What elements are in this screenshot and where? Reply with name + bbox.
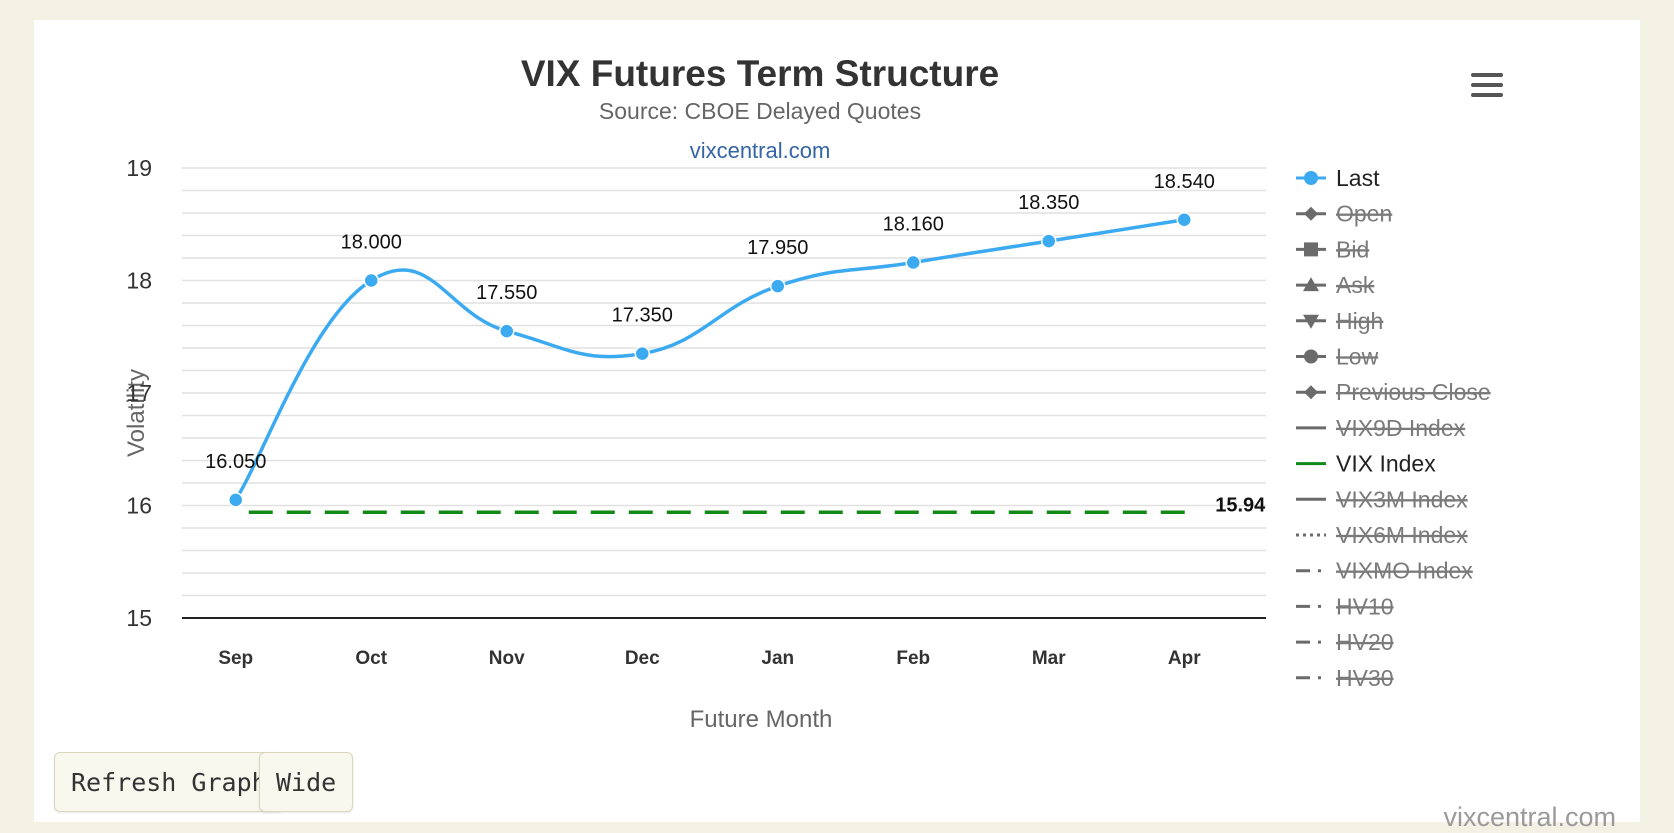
data-point-last[interactable] [1176,212,1192,228]
legend-item[interactable]: Previous Close [1296,379,1491,405]
data-label-last: 18.000 [341,232,402,254]
legend-item[interactable]: Open [1296,201,1392,227]
legend-item[interactable]: HV20 [1296,629,1394,655]
refresh-graph-button[interactable]: Refresh Graph [54,752,284,812]
legend-label: Low [1336,344,1379,370]
chart-title: VIX Futures Term Structure [521,53,999,94]
wide-button[interactable]: Wide [259,752,354,812]
chart-subtitle: Source: CBOE Delayed Quotes [599,98,921,124]
legend-item[interactable]: VIXMO Index [1296,558,1473,584]
legend-item[interactable]: VIX3M Index [1296,486,1468,512]
legend-label: Open [1336,201,1392,227]
data-label-last: 16.050 [205,451,266,473]
data-point-last[interactable] [499,323,515,339]
data-label-last: 17.950 [747,237,808,259]
legend-label: VIX9D Index [1336,415,1466,441]
data-label-last: 18.160 [883,214,944,236]
legend-label: VIX6M Index [1336,522,1468,548]
y-tick-label: 15 [126,605,152,631]
legend-label: VIX Index [1336,451,1436,477]
data-label-vix-index: 15.94 [1215,494,1266,516]
legend-item[interactable]: High [1296,308,1383,334]
legend-marker [1303,314,1319,329]
series-line-last [234,218,1185,501]
data-point-last[interactable] [363,272,379,289]
legend-marker [1303,277,1319,292]
data-point-last[interactable] [1041,233,1057,249]
y-tick-label: 18 [126,268,152,294]
legend-item[interactable]: VIX Index [1296,451,1436,477]
legend-item[interactable]: VIX6M Index [1296,522,1468,548]
data-label-last: 18.350 [1018,192,1079,214]
data-label-last: 17.550 [476,282,537,304]
x-tick-label: Nov [489,648,525,669]
x-tick-label: Mar [1032,648,1066,669]
x-tick-label: Feb [896,648,930,669]
x-tick-label: Apr [1168,648,1201,669]
data-point-last[interactable] [770,278,786,294]
legend-label: Ask [1336,272,1375,298]
legend-label: HV20 [1336,629,1394,655]
data-label-last: 18.540 [1154,171,1215,193]
legend-marker [1304,171,1318,185]
x-tick-label: Dec [625,648,660,669]
credit-link[interactable]: vixcentral.com [690,138,831,163]
x-tick-label: Oct [355,648,387,669]
x-axis-label: Future Month [690,706,833,733]
data-label-last: 17.350 [612,305,673,327]
legend-label: Previous Close [1336,379,1491,405]
legend-label: Bid [1336,236,1369,262]
chart: VIX Futures Term Structure Source: CBOE … [123,53,1505,733]
legend-marker [1304,349,1318,364]
legend-label: Last [1336,165,1380,191]
chart-card: VIX Futures Term Structure Source: CBOE … [34,20,1640,832]
legend-label: High [1336,308,1383,334]
footer-brand: vixcentral.com [1443,802,1616,832]
legend-marker [1304,242,1318,257]
legend-label: HV30 [1336,665,1394,691]
legend-item[interactable]: Bid [1296,236,1369,262]
data-point-last[interactable] [634,345,650,362]
data-point-last[interactable] [905,254,921,271]
x-tick-label: Sep [218,648,253,669]
legend-item[interactable]: Last [1296,165,1380,191]
legend-marker [1304,385,1318,400]
legend-item[interactable]: HV30 [1296,665,1394,691]
x-tick-label: Jan [761,648,794,669]
legend-label: HV10 [1336,593,1394,619]
hamburger-menu-icon[interactable] [1469,72,1505,98]
data-point-last[interactable] [228,492,244,508]
legend-item[interactable]: Low [1296,344,1379,370]
y-axis-label: Volatility [123,369,150,457]
legend-item[interactable]: Ask [1296,272,1375,298]
legend-marker [1304,206,1318,221]
y-tick-label: 16 [126,493,152,519]
legend-item[interactable]: VIX9D Index [1296,415,1466,441]
legend-label: VIXMO Index [1336,558,1473,584]
y-tick-label: 17 [126,380,152,406]
legend-label: VIX3M Index [1336,486,1468,512]
y-tick-label: 19 [126,155,152,181]
legend-item[interactable]: HV10 [1296,593,1394,619]
